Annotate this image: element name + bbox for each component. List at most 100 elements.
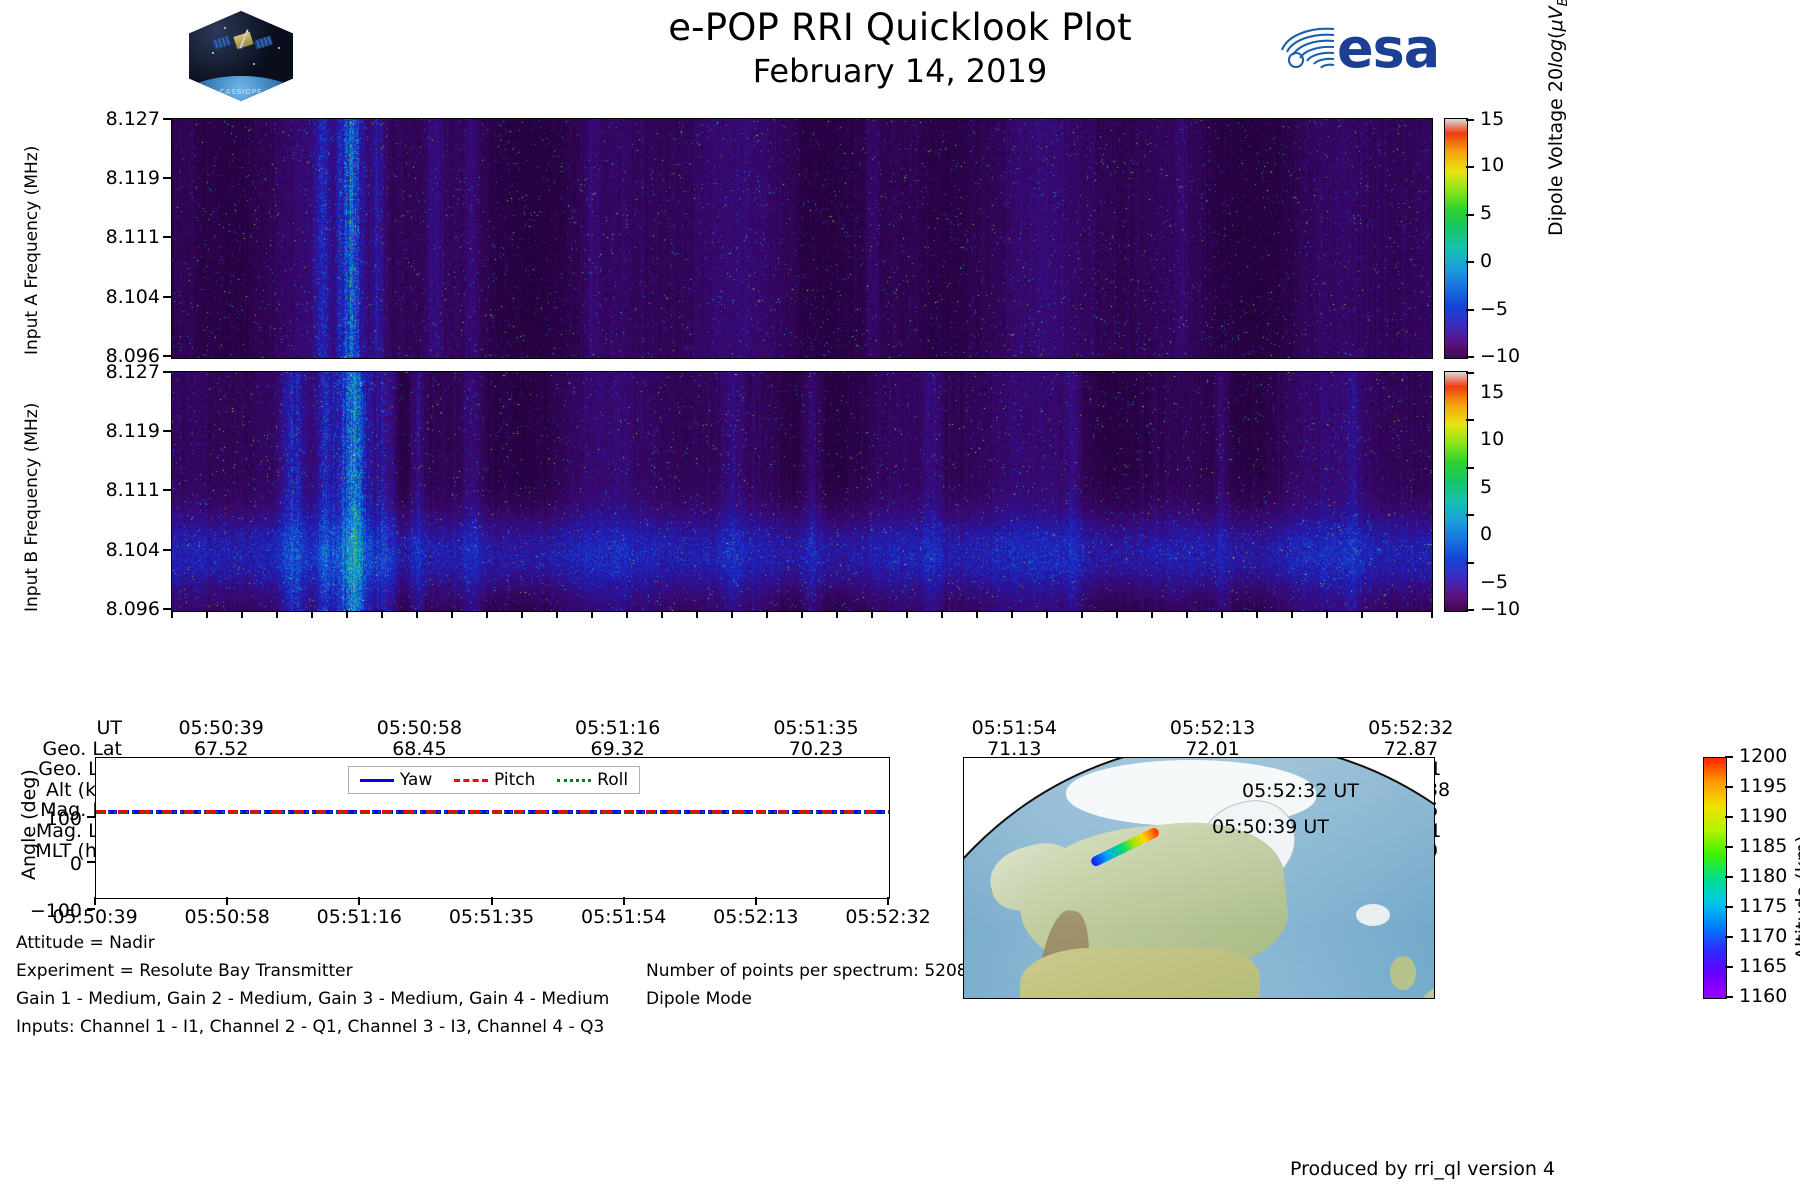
map-label-start: 05:50:39 UT <box>1212 816 1329 838</box>
altitude-tick-label: 1170 <box>1739 925 1788 947</box>
cbar-a-mark-4 <box>1466 309 1474 311</box>
spec-a-ytick-4: 8.096 <box>105 345 160 367</box>
cbar-b-tick-3: 0 <box>1480 523 1493 545</box>
spec-x-tick <box>836 610 838 618</box>
esa-swirl-icon <box>1279 24 1337 76</box>
spec-x-tick <box>346 610 348 618</box>
yaw-line-swatch <box>359 778 394 782</box>
spectrogram-input-b <box>171 371 1433 612</box>
altitude-tick-label: 1185 <box>1739 835 1788 857</box>
spec-x-tick <box>1046 610 1048 618</box>
spec-x-tick <box>1396 610 1398 618</box>
spec-a-ytick-3: 8.104 <box>105 286 160 308</box>
table-row: UT 05:50:39 05:50:58 05:51:16 05:51:35 05:51:… <box>0 718 1510 739</box>
spec-x-tick <box>696 610 698 618</box>
attitude-xtick-label: 05:50:39 <box>52 906 138 928</box>
altitude-tick-mark <box>1725 846 1733 848</box>
altitude-tick-label: 1195 <box>1739 775 1788 797</box>
spec-x-tick <box>311 610 313 618</box>
spec-x-tick <box>171 610 173 618</box>
attitude-x-mark <box>94 897 96 905</box>
spec-x-tick <box>1186 610 1188 618</box>
spec-x-tick <box>906 610 908 618</box>
spectrogram-input-a <box>171 118 1433 359</box>
spec-x-tick <box>1151 610 1153 618</box>
altitude-tick-mark <box>1725 936 1733 938</box>
altitude-colorbar <box>1703 757 1727 999</box>
altitude-tick-label: 1165 <box>1739 955 1788 977</box>
spec-x-tick <box>241 610 243 618</box>
altitude-tick-mark <box>1725 906 1733 908</box>
altitude-tick-mark <box>1725 876 1733 878</box>
param-row-label: Geo. Lat <box>42 737 122 760</box>
spec-b-ytick-4: 8.096 <box>105 598 160 620</box>
spec-b-tick-1 <box>163 430 171 432</box>
cbar-a-mark-5 <box>1466 356 1474 358</box>
param-cell: 72.01 <box>1185 737 1240 760</box>
param-cell: 70.23 <box>788 737 844 760</box>
footer-mode: Dipole Mode <box>646 989 752 1009</box>
legend-item-roll: Roll <box>557 770 628 790</box>
colorbar-axis-label: Dipole Voltage 20log(μVBs) <box>1545 0 1571 236</box>
page-title: e-POP RRI Quicklook Plot <box>668 6 1132 49</box>
spec-x-tick <box>871 610 873 618</box>
roll-line-swatch <box>557 778 592 782</box>
spec-b-ytick-2: 8.111 <box>105 479 160 501</box>
spec-x-tick <box>451 610 453 618</box>
param-cell: 69.32 <box>590 737 645 760</box>
colorbar-input-a <box>1444 118 1468 359</box>
spec-x-tick <box>556 610 558 618</box>
spec-a-tick-4 <box>163 355 171 357</box>
cbar-b-mark-3 <box>1466 514 1474 516</box>
spec-x-tick <box>731 610 733 618</box>
spec-x-tick <box>1291 610 1293 618</box>
legend-label-roll: Roll <box>597 770 629 790</box>
spec-x-tick <box>661 610 663 618</box>
param-row-label: UT <box>96 717 122 739</box>
attitude-ytick-100: 100 <box>45 808 82 830</box>
attitude-ytick-neg100: −100 <box>29 900 82 922</box>
spec-x-tick <box>591 610 593 618</box>
altitude-tick-mark <box>1725 816 1733 818</box>
attitude-x-mark <box>754 897 757 905</box>
attitude-ymark-2 <box>87 908 95 910</box>
spec-b-tick-3 <box>163 549 171 551</box>
spec-x-tick <box>486 610 488 618</box>
cbar-b-mark-0 <box>1466 372 1474 374</box>
attitude-roll-line <box>96 811 889 813</box>
spec-x-tick <box>941 610 943 618</box>
cbar-b-tick-5: −10 <box>1480 598 1521 620</box>
map-british-isles <box>1390 956 1416 990</box>
spec-x-tick <box>381 610 383 618</box>
param-cell: 05:51:16 <box>575 717 661 739</box>
altitude-tick-label: 1175 <box>1739 895 1788 917</box>
spec-b-tick-2 <box>163 489 171 491</box>
globe-graphic <box>964 758 1434 998</box>
spec-x-tick <box>206 610 208 618</box>
cbar-a-tick-5: −10 <box>1480 345 1521 367</box>
spec-a-tick-1 <box>163 177 171 179</box>
attitude-xtick-label: 05:51:35 <box>448 906 535 928</box>
attitude-ytick-0: 0 <box>69 853 82 875</box>
footer-produced-by: Produced by rri_ql version 4 <box>1290 1158 1555 1180</box>
spec-x-tick <box>521 610 523 618</box>
param-cell: 05:50:58 <box>376 717 463 739</box>
cbar-b-mark-1 <box>1466 419 1474 421</box>
altitude-colorbar-label: Altitude (km) <box>1792 835 1800 960</box>
param-cell: 71.13 <box>987 737 1042 760</box>
spec-x-tick <box>766 610 768 618</box>
cbar-a-tick-0: 15 <box>1480 108 1505 130</box>
altitude-tick-label: 1190 <box>1739 805 1788 827</box>
attitude-xtick-label: 05:52:13 <box>713 906 799 928</box>
cbar-a-tick-2: 5 <box>1480 202 1493 224</box>
cbar-a-tick-1: 10 <box>1480 154 1505 176</box>
spec-x-tick <box>276 610 278 618</box>
cbar-b-tick-4: −5 <box>1480 571 1509 593</box>
footer-attitude: Attitude = Nadir <box>16 933 155 953</box>
spec-x-tick <box>976 610 978 618</box>
legend-label-yaw: Yaw <box>399 770 433 790</box>
attitude-ymark-0 <box>87 816 95 818</box>
param-cell: 68.45 <box>392 737 447 760</box>
attitude-x-mark <box>358 897 361 905</box>
spec-x-tick <box>626 610 628 618</box>
